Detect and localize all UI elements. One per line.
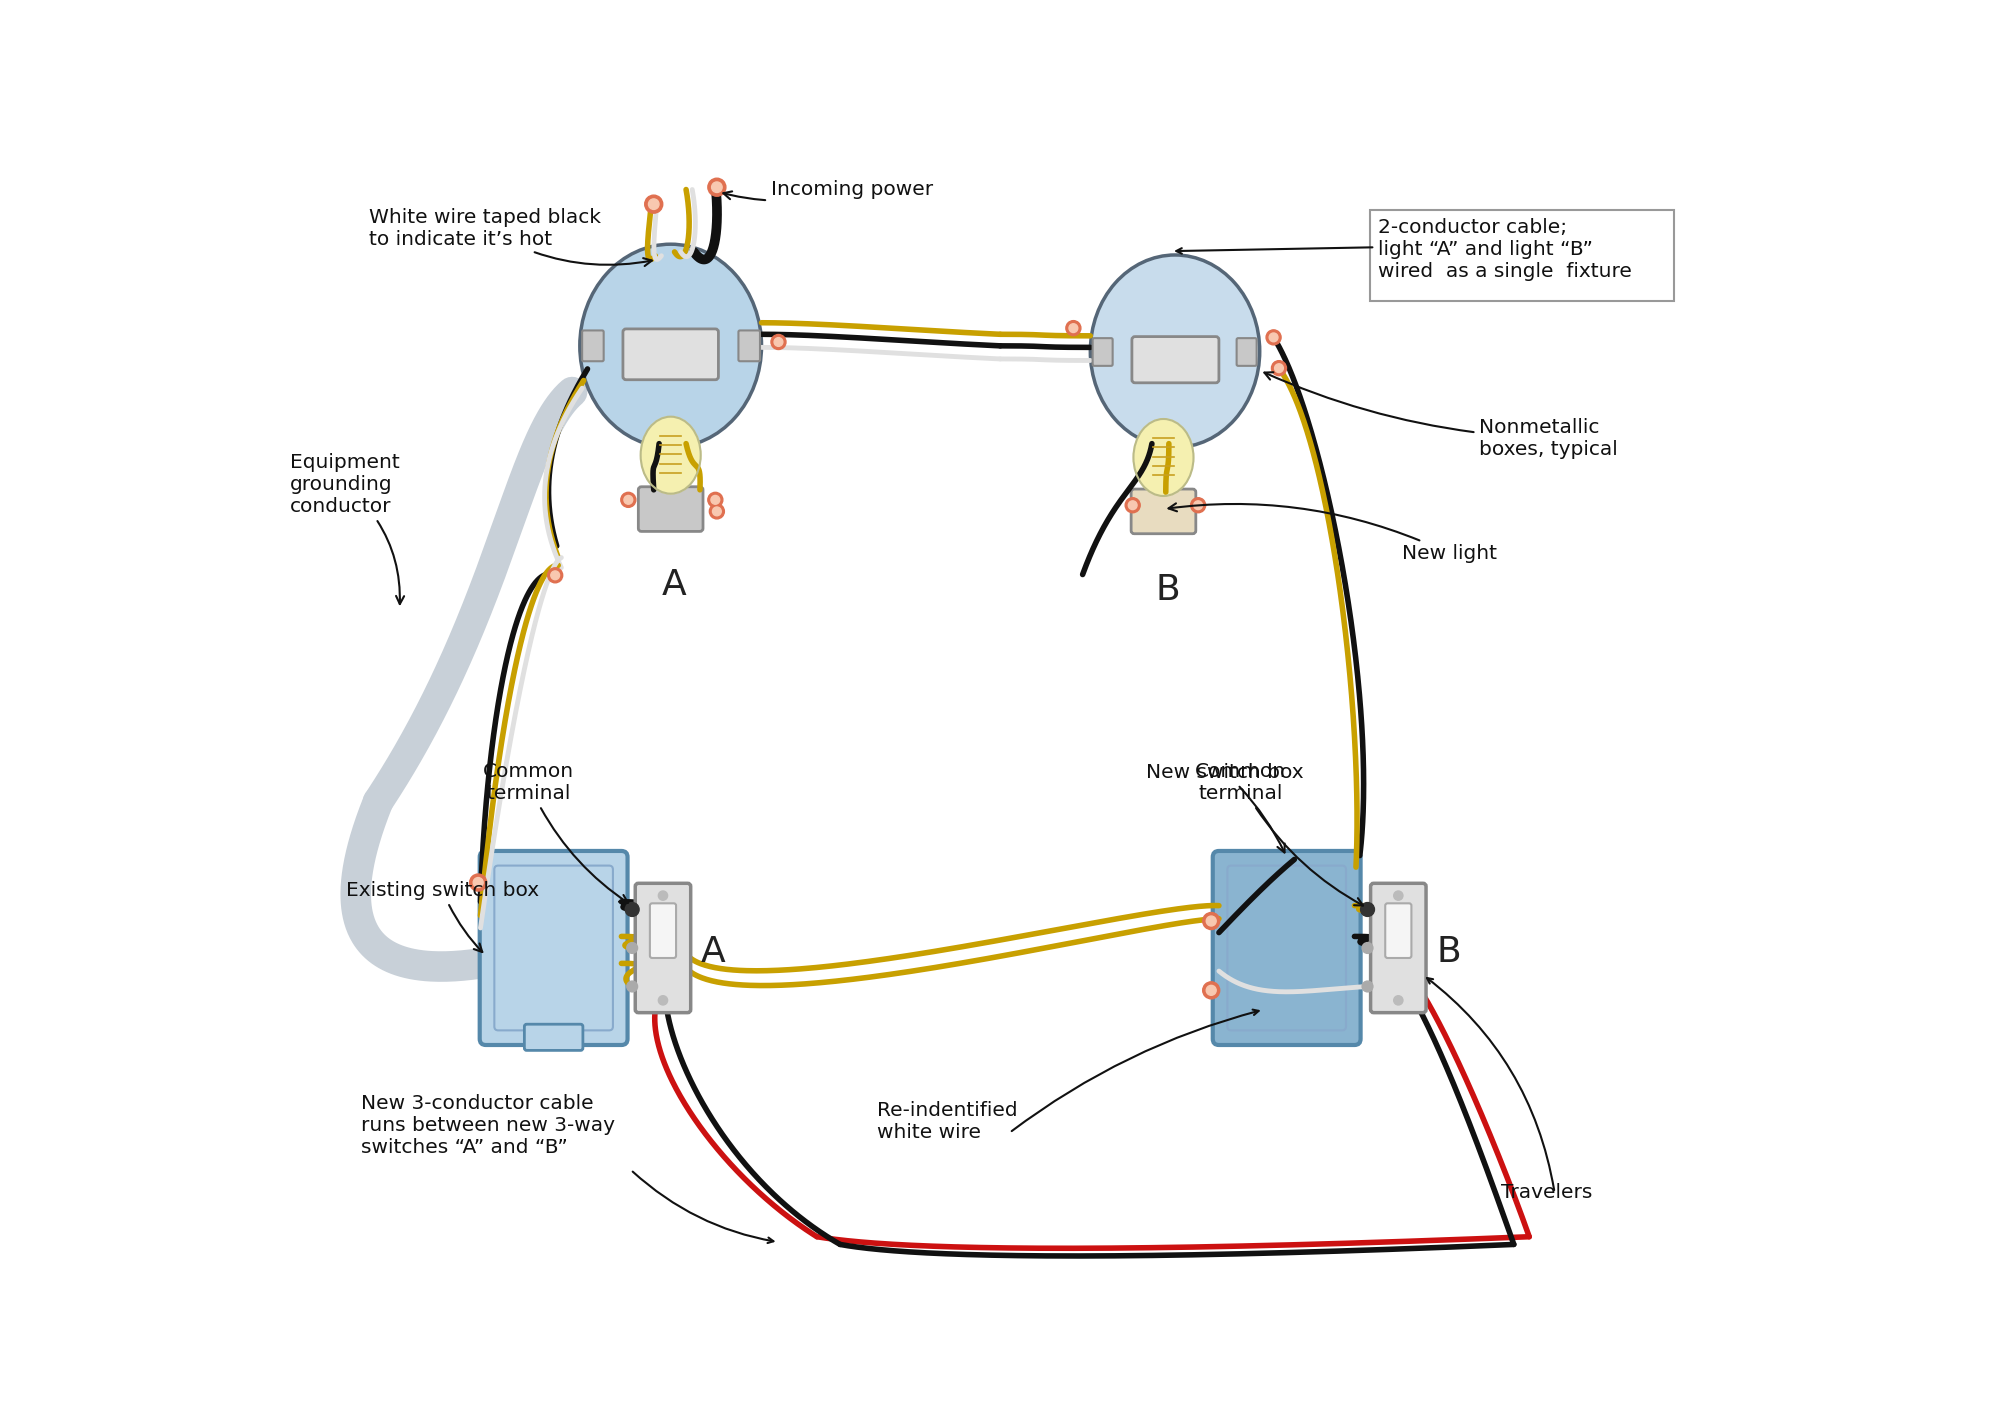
FancyBboxPatch shape	[1385, 904, 1411, 958]
Text: 2-conductor cable;
light “A” and light “B”
wired  as a single  fixture: 2-conductor cable; light “A” and light “…	[1377, 219, 1630, 281]
Text: Existing switch box: Existing switch box	[346, 881, 539, 952]
Circle shape	[1269, 333, 1277, 342]
Circle shape	[1191, 498, 1205, 512]
Circle shape	[711, 495, 719, 504]
Text: New switch box: New switch box	[1145, 763, 1303, 853]
Circle shape	[711, 182, 721, 193]
Circle shape	[773, 338, 783, 346]
FancyBboxPatch shape	[1213, 851, 1361, 1044]
Text: B: B	[1435, 935, 1461, 969]
Ellipse shape	[1089, 255, 1259, 447]
FancyBboxPatch shape	[737, 331, 759, 362]
Text: New light: New light	[1169, 504, 1497, 563]
Circle shape	[625, 902, 639, 917]
Circle shape	[1127, 501, 1137, 509]
Circle shape	[470, 874, 486, 891]
Circle shape	[1065, 321, 1081, 336]
Text: A: A	[699, 935, 725, 969]
Text: Incoming power: Incoming power	[723, 180, 933, 200]
FancyBboxPatch shape	[1131, 336, 1219, 383]
Circle shape	[657, 891, 667, 900]
FancyBboxPatch shape	[523, 1025, 583, 1050]
Circle shape	[547, 568, 561, 583]
Circle shape	[1361, 981, 1373, 992]
FancyBboxPatch shape	[1227, 866, 1345, 1030]
Text: White wire taped black
to indicate it’s hot: White wire taped black to indicate it’s …	[370, 207, 651, 265]
Text: New 3-conductor cable
runs between new 3-way
switches “A” and “B”: New 3-conductor cable runs between new 3…	[362, 1094, 615, 1158]
Circle shape	[621, 492, 635, 508]
Circle shape	[1271, 360, 1287, 376]
Circle shape	[1203, 982, 1219, 999]
Circle shape	[627, 904, 637, 915]
Circle shape	[1193, 501, 1203, 509]
FancyBboxPatch shape	[1371, 883, 1425, 1013]
Text: Common
terminal: Common terminal	[482, 762, 627, 902]
Circle shape	[627, 942, 637, 954]
Circle shape	[1393, 891, 1403, 900]
Text: A: A	[661, 568, 687, 602]
Circle shape	[647, 199, 659, 210]
Circle shape	[1393, 996, 1403, 1005]
FancyBboxPatch shape	[637, 487, 703, 531]
Circle shape	[627, 981, 637, 992]
Circle shape	[1361, 902, 1375, 917]
Text: Equipment
grounding
conductor: Equipment grounding conductor	[290, 453, 404, 604]
Circle shape	[771, 335, 785, 349]
Circle shape	[1205, 985, 1215, 995]
Circle shape	[645, 196, 663, 213]
Circle shape	[474, 877, 484, 887]
Circle shape	[623, 495, 633, 504]
Circle shape	[1265, 329, 1281, 345]
Circle shape	[1205, 917, 1215, 927]
Text: Common
terminal: Common terminal	[1195, 762, 1363, 905]
FancyBboxPatch shape	[635, 883, 691, 1013]
Circle shape	[707, 179, 725, 196]
Ellipse shape	[579, 244, 761, 447]
FancyBboxPatch shape	[1237, 338, 1257, 366]
Circle shape	[707, 492, 723, 508]
FancyBboxPatch shape	[1369, 210, 1672, 301]
Circle shape	[1275, 363, 1283, 373]
Circle shape	[1069, 324, 1077, 332]
Circle shape	[1361, 942, 1373, 954]
Circle shape	[657, 996, 667, 1005]
Circle shape	[1125, 498, 1139, 512]
Circle shape	[551, 570, 559, 580]
Circle shape	[709, 504, 723, 519]
FancyBboxPatch shape	[581, 331, 603, 362]
Text: Travelers: Travelers	[1500, 1183, 1590, 1202]
Circle shape	[1361, 904, 1373, 915]
FancyBboxPatch shape	[1131, 490, 1195, 534]
Circle shape	[711, 507, 721, 515]
FancyBboxPatch shape	[494, 866, 613, 1030]
Ellipse shape	[1133, 419, 1193, 497]
Text: B: B	[1155, 573, 1179, 607]
FancyBboxPatch shape	[649, 904, 675, 958]
FancyBboxPatch shape	[1093, 338, 1113, 366]
Ellipse shape	[639, 417, 701, 494]
FancyBboxPatch shape	[480, 851, 627, 1044]
Text: Nonmetallic
boxes, typical: Nonmetallic boxes, typical	[1265, 372, 1616, 458]
Text: Re-indentified
white wire: Re-indentified white wire	[877, 1101, 1017, 1142]
Circle shape	[1203, 912, 1219, 929]
FancyBboxPatch shape	[623, 329, 717, 380]
